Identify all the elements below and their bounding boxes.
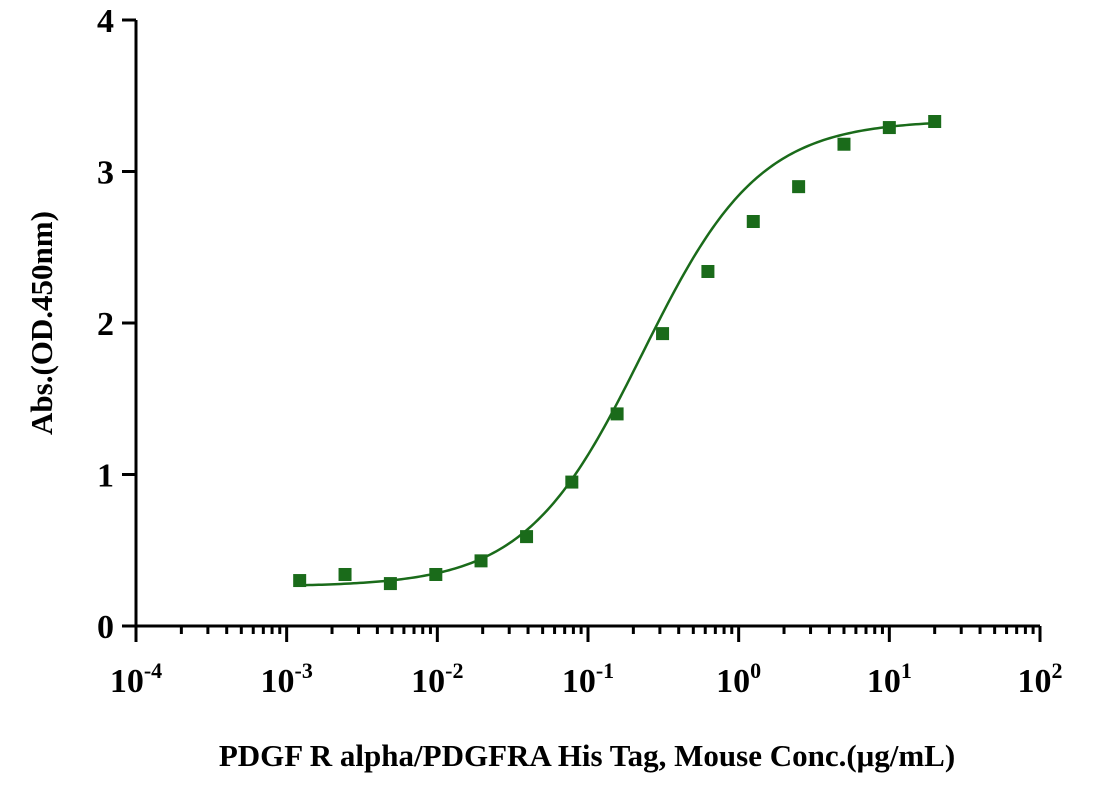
- data-points: [293, 115, 942, 591]
- x-tick-exponent: -4: [144, 658, 162, 683]
- x-tick-label: 10-2: [411, 658, 463, 700]
- x-tick-base: 10: [562, 663, 596, 700]
- fit-curve: [299, 121, 935, 587]
- x-tick-label: 10-4: [110, 658, 162, 700]
- y-tick-label: 1: [97, 458, 114, 495]
- y-ticks: 0 1 2 3 4: [97, 3, 136, 646]
- data-point: [610, 407, 624, 421]
- x-tick-base: 10: [716, 663, 750, 700]
- x-tick-base: 10: [261, 663, 295, 700]
- data-point: [474, 554, 488, 568]
- x-tick-exponent: -2: [445, 658, 463, 683]
- x-tick-base: 10: [867, 663, 901, 700]
- y-axis-label: Abs.(OD.450nm): [24, 211, 59, 435]
- data-point: [565, 475, 579, 489]
- y-tick-label: 3: [97, 155, 114, 192]
- x-tick-label: 101: [867, 658, 912, 700]
- x-tick-label: 102: [1018, 658, 1063, 700]
- data-point: [520, 530, 534, 544]
- data-point: [837, 137, 851, 151]
- data-point: [792, 180, 806, 194]
- data-point: [338, 567, 352, 581]
- data-point: [383, 577, 397, 591]
- data-point: [746, 214, 760, 228]
- data-point: [701, 264, 715, 278]
- x-tick-exponent: 1: [901, 658, 912, 683]
- data-point: [429, 567, 443, 581]
- data-point: [656, 327, 670, 341]
- data-point: [928, 115, 942, 129]
- x-tick-label: 10-1: [562, 658, 614, 700]
- x-tick-base: 10: [411, 663, 445, 700]
- x-tick-exponent: 0: [750, 658, 761, 683]
- x-tick-exponent: -1: [596, 658, 614, 683]
- y-tick-label: 0: [97, 609, 114, 646]
- axes: [134, 20, 1040, 628]
- x-ticks: 10-4 10-3 10-2 10-1 100 101 102: [110, 626, 1063, 700]
- y-tick-label: 2: [97, 306, 114, 343]
- y-tick-label: 4: [97, 3, 114, 40]
- x-axis-label: PDGF R alpha/PDGFRA His Tag, Mouse Conc.…: [219, 738, 955, 773]
- x-tick-label: 100: [716, 658, 761, 700]
- data-point: [882, 121, 896, 135]
- data-point: [293, 574, 307, 588]
- x-tick-exponent: -3: [295, 658, 313, 683]
- x-tick-exponent: 2: [1052, 658, 1063, 683]
- x-tick-base: 10: [1018, 663, 1052, 700]
- x-tick-label: 10-3: [261, 658, 313, 700]
- x-tick-base: 10: [110, 663, 144, 700]
